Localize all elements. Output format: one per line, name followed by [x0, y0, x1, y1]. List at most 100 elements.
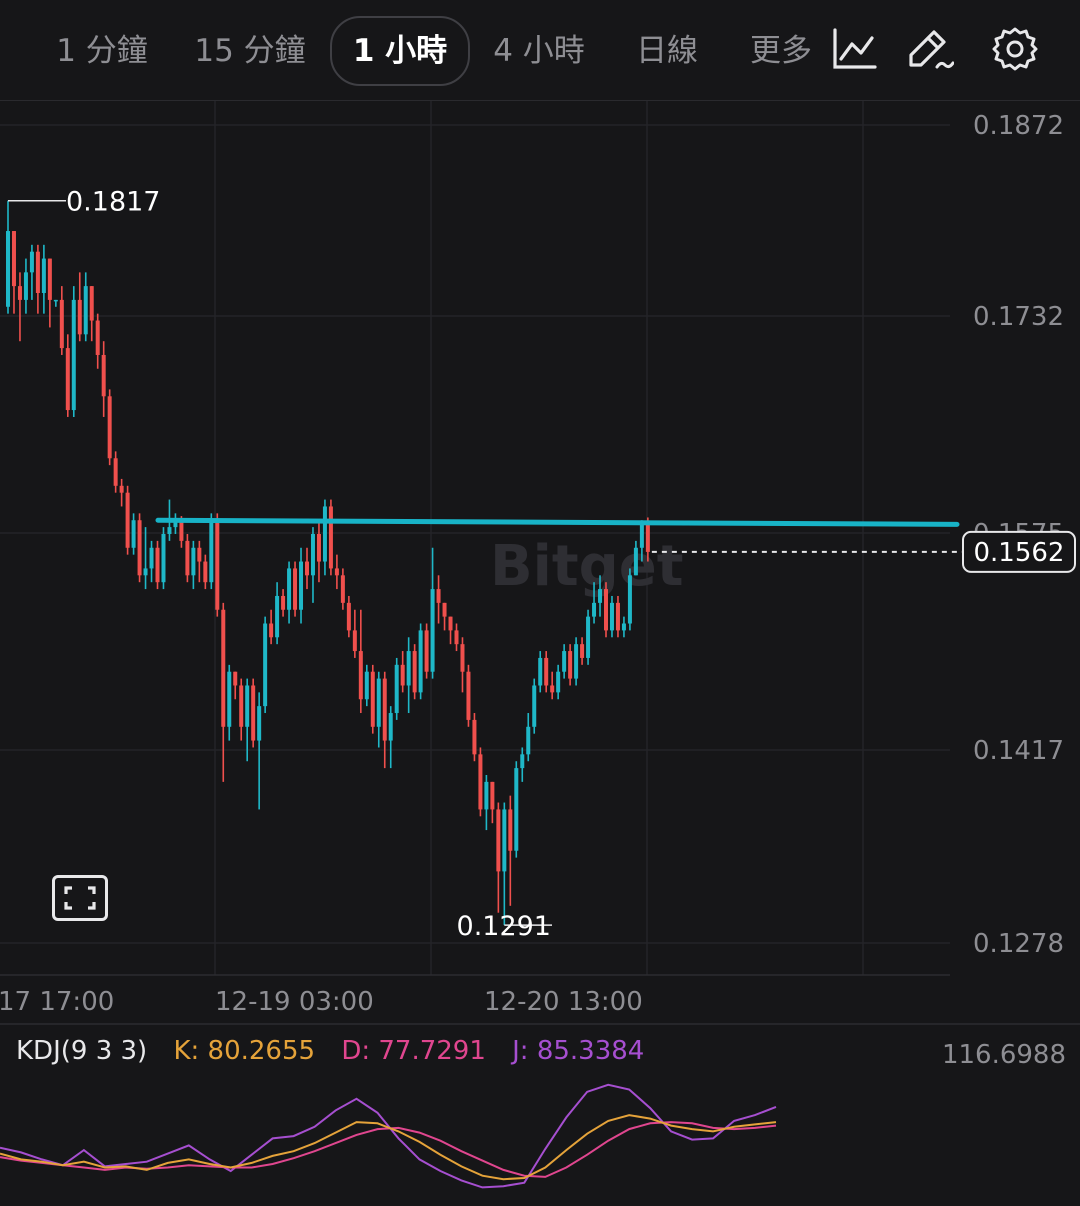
candle-body	[245, 685, 250, 727]
candle-body	[454, 630, 459, 645]
candle-body	[125, 492, 130, 548]
kdj-panel	[0, 1083, 777, 1189]
candle-body	[484, 781, 489, 810]
candle-body	[215, 520, 220, 610]
candle-body	[496, 809, 501, 872]
overlay-layer: 0.1817 0.1291 0.1562	[8, 187, 1076, 942]
tab-1m[interactable]: 1 分鐘	[56, 33, 148, 69]
candle-body	[376, 678, 381, 727]
candle-body	[412, 651, 417, 693]
candle-body	[627, 575, 632, 624]
candle-body	[430, 589, 435, 672]
candle-body	[239, 685, 244, 727]
current-price-tag	[962, 530, 1076, 573]
candle-body	[155, 547, 160, 583]
candle-body	[609, 602, 614, 631]
candle-body	[161, 534, 166, 583]
kdj-axis-max: 116.6988	[941, 1040, 1066, 1070]
settings-gear-icon[interactable]	[990, 24, 1040, 74]
candle-body	[167, 527, 172, 534]
candle-body	[544, 657, 549, 686]
candle-body	[269, 623, 274, 638]
candle-body	[89, 286, 94, 321]
watermark-text: Bitget	[490, 534, 683, 599]
draw-tool-icon[interactable]	[904, 24, 954, 74]
candle-body	[472, 719, 477, 755]
candle-body	[107, 396, 112, 459]
candle-body	[328, 506, 333, 569]
candle-body	[352, 630, 357, 652]
candle-body	[424, 630, 429, 672]
candle-body	[490, 781, 495, 810]
candle-body	[6, 231, 10, 307]
candle-body	[221, 609, 226, 727]
kdj-legend: KDJ(9 3 3) K: 80.2655 D: 77.7291 J: 85.3…	[16, 1036, 662, 1066]
kdj-d-line	[0, 1121, 777, 1178]
candle-body	[185, 540, 190, 576]
candle-body	[179, 520, 184, 541]
candle-body	[101, 354, 106, 397]
tab-daily[interactable]: 日線	[636, 33, 698, 69]
indicator-icon[interactable]	[830, 24, 880, 74]
candle-body	[209, 520, 214, 583]
candle-body	[83, 286, 88, 335]
candle-body	[556, 671, 561, 693]
candle-body	[394, 664, 399, 714]
candle-body	[418, 630, 423, 693]
candle-body	[400, 664, 405, 686]
candle-body	[388, 713, 393, 741]
candle-body	[598, 589, 603, 603]
candle-body	[645, 524, 650, 552]
candle-body	[29, 251, 34, 273]
candle-body	[448, 616, 453, 631]
y-tick-label: 0.1417	[973, 736, 1064, 766]
candle-body	[580, 644, 585, 658]
candle-body	[382, 678, 387, 741]
candle-body	[406, 651, 411, 686]
x-tick-label: 17 17:00	[0, 987, 114, 1017]
candle-body	[508, 809, 513, 851]
candle-body	[460, 644, 465, 672]
tab-more[interactable]: 更多	[750, 33, 812, 69]
candle-body	[293, 568, 298, 610]
candle-body	[305, 561, 309, 576]
candle-body	[197, 547, 202, 562]
candle-body	[538, 657, 543, 686]
y-tick-label: 0.1732	[973, 302, 1064, 332]
fullscreen-expand-icon[interactable]	[52, 875, 108, 921]
toolbar-divider	[0, 100, 1080, 101]
candle-body	[191, 547, 196, 576]
x-tick-label: 12-19 03:00	[215, 987, 374, 1017]
candle-body	[47, 258, 52, 300]
candle-body	[340, 575, 345, 603]
candle-body	[334, 568, 339, 576]
candle-body	[502, 809, 507, 872]
tab-1h[interactable]: 1 小時	[330, 16, 470, 86]
tab-15m[interactable]: 15 分鐘	[194, 33, 306, 69]
candle-body	[227, 671, 232, 727]
candle-body	[143, 568, 148, 576]
candle-body	[436, 589, 441, 603]
candle-body	[263, 623, 268, 707]
kdj-k-line	[0, 1114, 777, 1181]
kdj-d-value: D: 77.7291	[341, 1036, 486, 1066]
neckline	[155, 517, 960, 527]
y-tick-label: 0.1872	[973, 111, 1064, 141]
kdj-j-value: J: 85.3384	[512, 1036, 645, 1066]
candle-body	[287, 568, 292, 610]
candle-body	[65, 348, 70, 411]
candle-body	[119, 485, 124, 493]
candle-body	[53, 299, 58, 302]
x-tick-label: 12-20 13:00	[484, 987, 643, 1017]
candle-body	[113, 458, 118, 486]
candle-body	[203, 561, 208, 583]
candle-body	[520, 754, 525, 769]
candle-body	[358, 651, 363, 700]
candle-body	[281, 595, 286, 610]
tab-4h[interactable]: 4 小時	[493, 33, 585, 69]
candle-body	[568, 651, 573, 679]
candle-body	[299, 561, 304, 610]
candle-body	[370, 671, 375, 727]
candle-body	[71, 299, 76, 411]
